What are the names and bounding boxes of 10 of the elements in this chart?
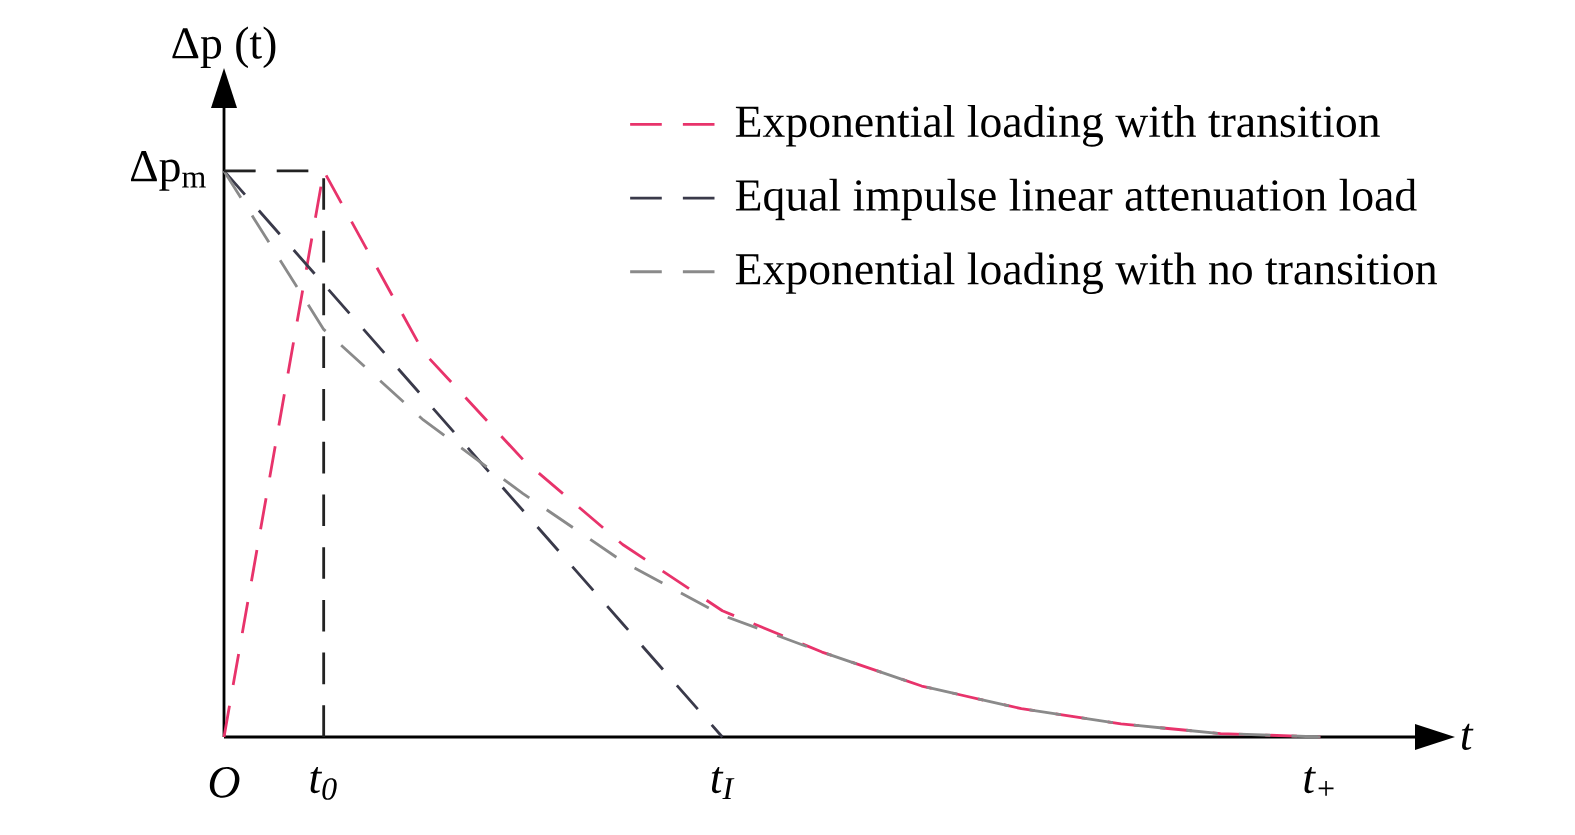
- legend-label: Equal impulse linear attenuation load: [735, 178, 1417, 221]
- y-axis-title: Δp (t): [172, 26, 276, 69]
- legend-label: Exponential loading with transition: [735, 105, 1380, 147]
- x-tick-label: t$_{+}$: [1304, 766, 1334, 796]
- x-tick-label: t$_{0}$: [310, 766, 337, 800]
- text: Δp$_{m}$: [130, 150, 206, 191]
- legend-label: Exponential loading with no transition: [735, 252, 1437, 295]
- x-axis-title: t: [1461, 723, 1474, 751]
- x-tick-label: t$_{I}$: [711, 766, 735, 800]
- x-tick-label: O: [209, 766, 240, 798]
